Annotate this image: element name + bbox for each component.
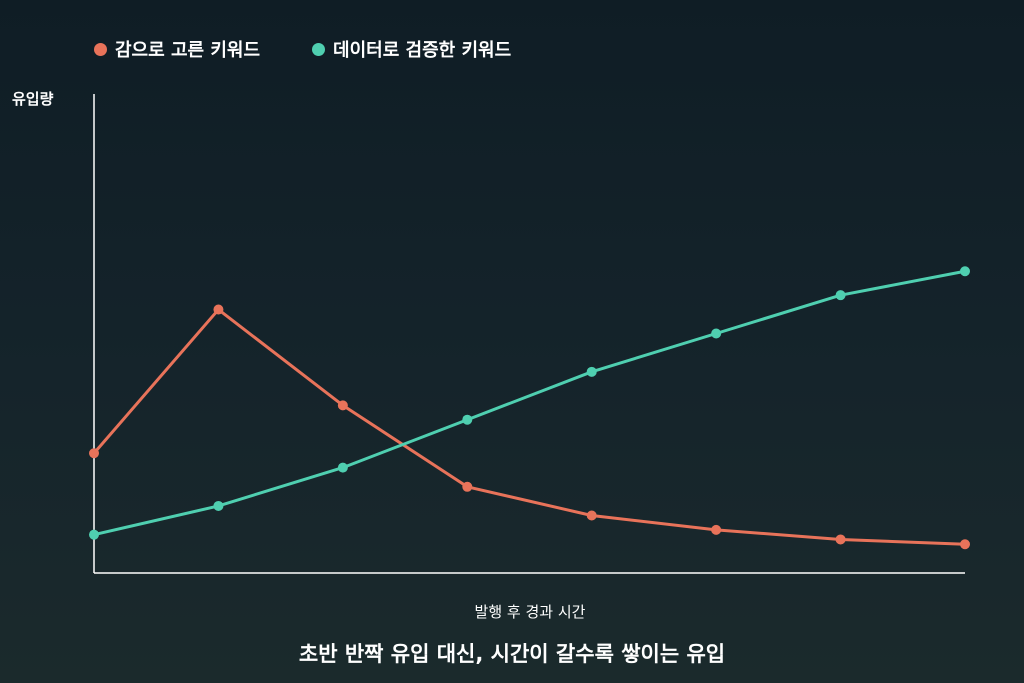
- data-point-intuition-5: [711, 524, 722, 535]
- legend-item-intuition: 감으로 고른 키워드: [94, 36, 260, 62]
- data-point-data-7: [960, 266, 970, 277]
- data-point-data-4: [586, 366, 597, 377]
- data-point-data-0: [89, 529, 99, 540]
- x-axis-label: 발행 후 경과 시간: [474, 603, 586, 621]
- series-line-intuition: [92, 308, 966, 546]
- data-point-intuition-7: [960, 539, 970, 550]
- data-point-intuition-3: [462, 481, 473, 492]
- legend-item-data: 데이터로 검증한 키워드: [312, 36, 511, 62]
- chart-legend: 감으로 고른 키워드 데이터로 검증한 키워드: [94, 36, 511, 62]
- data-point-data-3: [462, 414, 473, 425]
- chart-caption: 초반 반짝 유입 대신, 시간이 갈수록 쌓이는 유입: [298, 642, 726, 666]
- data-point-data-6: [835, 290, 846, 301]
- y-axis-label: 유입량: [12, 90, 54, 108]
- legend-label-intuition: 감으로 고른 키워드: [115, 40, 261, 61]
- legend-marker-data: [312, 42, 326, 56]
- data-point-intuition-6: [835, 534, 846, 545]
- data-point-data-1: [213, 500, 224, 511]
- legend-label-data: 데이터로 검증한 키워드: [333, 40, 512, 61]
- data-point-intuition-1: [213, 304, 224, 315]
- data-point-intuition-2: [337, 400, 348, 411]
- data-point-data-5: [711, 328, 722, 339]
- data-point-intuition-0: [89, 448, 99, 459]
- series-line-data: [93, 269, 966, 537]
- series-layer: [89, 266, 970, 550]
- legend-marker-intuition: [94, 42, 107, 56]
- data-point-intuition-4: [586, 510, 597, 521]
- data-point-data-2: [337, 462, 348, 473]
